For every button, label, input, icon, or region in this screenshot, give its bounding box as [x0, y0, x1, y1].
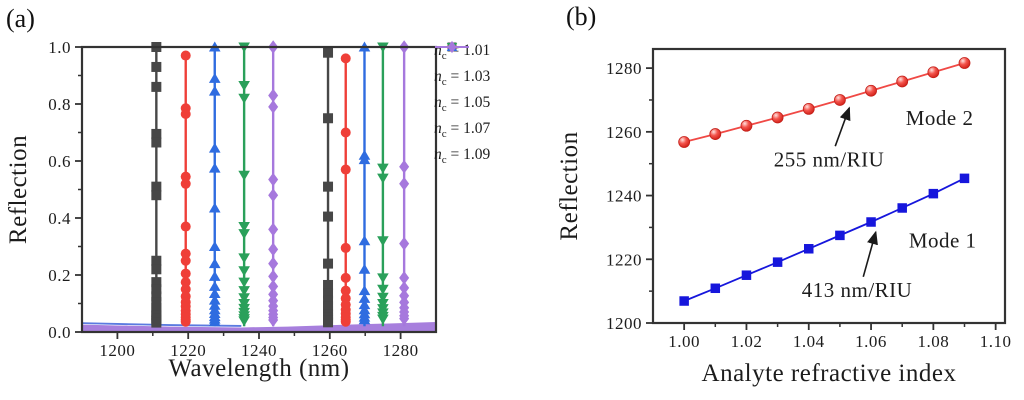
svg-text:1.04: 1.04	[793, 332, 825, 351]
svg-text:255 nm/RIU: 255 nm/RIU	[774, 147, 885, 171]
legend-item-nc-1.09: nc = 1.09	[434, 40, 554, 169]
svg-text:1.08: 1.08	[917, 332, 949, 351]
panel-b-label: (b)	[566, 2, 597, 31]
svg-text:1200: 1200	[606, 314, 642, 333]
svg-text:0.6: 0.6	[48, 152, 71, 171]
baseline-band	[81, 322, 436, 332]
series-mode-2	[678, 57, 971, 148]
svg-text:1.10: 1.10	[980, 332, 1012, 351]
legend-label: nc = 1.07	[434, 119, 491, 141]
svg-text:1240: 1240	[241, 341, 277, 360]
svg-text:413 nm/RIU: 413 nm/RIU	[802, 278, 913, 302]
series-mode-1	[679, 173, 970, 306]
svg-text:Mode 1: Mode 1	[909, 229, 977, 253]
svg-text:Mode 2: Mode 2	[906, 106, 974, 130]
panel-b-annotations: Mode 2 255 nm/RIU Mode 1 413 nm/RIU	[774, 106, 977, 302]
legend-item-nc-1.07: nc = 1.07	[434, 42, 554, 143]
svg-text:1260: 1260	[312, 341, 348, 360]
legend-label: nc = 1.09	[434, 145, 491, 167]
svg-text:1240: 1240	[606, 187, 642, 206]
svg-text:1.0: 1.0	[48, 38, 71, 57]
legend-item-nc-1.03: nc = 1.03	[434, 42, 554, 91]
panel-a-plot: 1200 1220 1240 1260 1280 0.0 0.2 0.4 0.6 0.8 1.0 Wa…	[5, 38, 438, 382]
legend-item-nc-1.05: nc = 1.05	[434, 42, 554, 117]
svg-text:1260: 1260	[606, 123, 642, 142]
panel-a-legend: nc = 1.01 nc = 1.03 nc = 1.05 nc = 1.07 nc =…	[434, 39, 554, 169]
svg-text:1.06: 1.06	[855, 332, 887, 351]
svg-text:0.4: 0.4	[48, 209, 71, 228]
svg-text:1220: 1220	[170, 341, 206, 360]
series-nc-1.07	[238, 42, 389, 327]
svg-text:1.02: 1.02	[731, 332, 763, 351]
panel-a-label: (a)	[6, 4, 35, 33]
svg-text:1.00: 1.00	[668, 332, 700, 351]
svg-text:0.8: 0.8	[48, 95, 71, 114]
svg-text:Reflection: Reflection	[556, 131, 583, 240]
svg-text:Reflection: Reflection	[5, 135, 32, 244]
svg-text:Wavelength (nm): Wavelength (nm)	[168, 355, 349, 382]
diamond-legend-marker-icon	[435, 40, 469, 54]
svg-text:1280: 1280	[383, 341, 419, 360]
panel-b-plot: 1.00 1.02 1.04 1.06 1.08 1.10 1200 1220 1240 1260…	[556, 47, 1012, 387]
svg-text:1220: 1220	[606, 250, 642, 269]
svg-text:0.0: 0.0	[48, 323, 71, 342]
svg-text:1280: 1280	[606, 59, 642, 78]
series-nc-1.01	[151, 42, 334, 328]
series-nc-1.05	[208, 41, 371, 327]
svg-text:Analyte refractive index: Analyte refractive index	[702, 360, 957, 387]
legend-label: nc = 1.05	[434, 93, 491, 115]
svg-text:0.2: 0.2	[48, 266, 71, 285]
svg-text:1200: 1200	[99, 341, 135, 360]
series-nc-1.09	[268, 40, 410, 327]
legend-label: nc = 1.03	[434, 67, 491, 89]
series-nc-1.03	[180, 50, 351, 327]
